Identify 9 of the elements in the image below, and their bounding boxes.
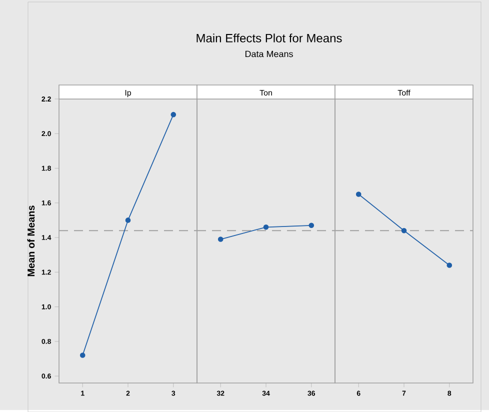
chart-title: Toff [398, 90, 410, 96]
point [170, 112, 176, 118]
y-axis-title: Mean of Means [27, 205, 35, 276]
point [125, 217, 131, 223]
text: Data Means [245, 50, 293, 58]
chart-title: Ip [125, 90, 132, 98]
point [80, 352, 86, 358]
chart-title: Ton [260, 90, 272, 96]
text: Main Effects Plot for Means [196, 34, 342, 42]
